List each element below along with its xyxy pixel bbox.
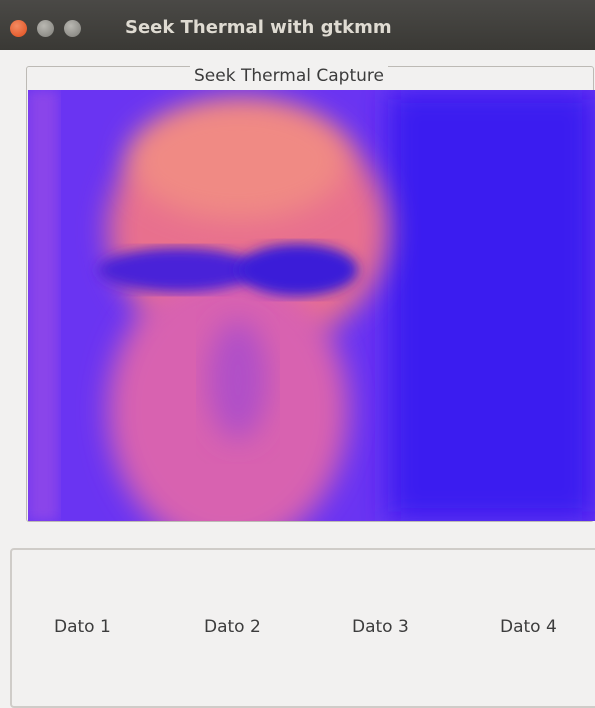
frame-label: Seek Thermal Capture <box>190 66 388 86</box>
app-window: Seek Thermal with gtkmm Seek Thermal Cap… <box>0 0 595 696</box>
data-label: Dato 4 <box>500 617 557 637</box>
data-label: Dato 3 <box>352 617 409 637</box>
close-button[interactable] <box>10 20 27 37</box>
thermal-image <box>28 90 595 521</box>
data-label: Dato 2 <box>204 617 261 637</box>
minimize-button[interactable] <box>37 20 54 37</box>
maximize-button[interactable] <box>64 20 81 37</box>
window-title: Seek Thermal with gtkmm <box>125 17 392 38</box>
data-label: Dato 1 <box>54 617 111 637</box>
title-bar: Seek Thermal with gtkmm <box>0 0 595 50</box>
